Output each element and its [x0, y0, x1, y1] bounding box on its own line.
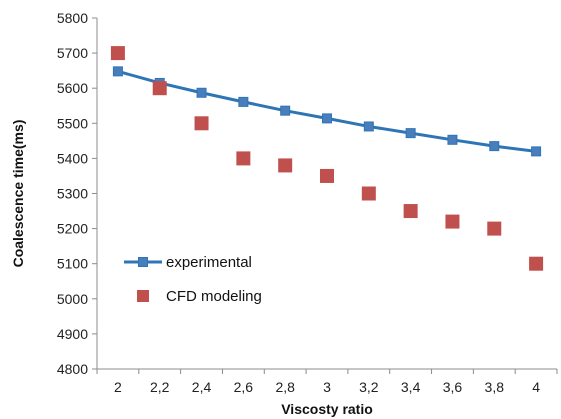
experimental-point — [489, 141, 500, 152]
experimental-point — [238, 96, 249, 107]
cfd-modeling-point — [361, 186, 376, 201]
experimental-point — [112, 66, 123, 77]
y-tick-label: 5500 — [57, 115, 88, 131]
x-tick-label: 2,4 — [192, 379, 212, 395]
y-tick-label: 5200 — [57, 221, 88, 237]
experimental-point — [447, 134, 458, 145]
legend-experimental-marker — [138, 257, 148, 267]
x-tick-label: 2 — [114, 379, 122, 395]
legend-cfd-label: CFD modeling — [166, 288, 262, 305]
y-tick-label: 4800 — [57, 361, 88, 377]
y-tick-label: 5400 — [57, 150, 88, 166]
cfd-modeling-point — [110, 46, 125, 61]
x-axis-title: Viscosty ratio — [281, 401, 373, 417]
experimental-point — [405, 128, 416, 139]
y-tick-label: 4900 — [57, 326, 88, 342]
cfd-modeling-point — [236, 151, 251, 166]
x-tick-label: 4 — [532, 379, 540, 395]
experimental-point — [280, 105, 291, 116]
x-tick-label: 3 — [323, 379, 331, 395]
y-tick-label: 5000 — [57, 291, 88, 307]
experimental-line — [117, 69, 537, 153]
ticks: 4800 4900 5000 5100 5200 5300 5400 5500 5600 5700… — [57, 10, 558, 395]
y-tick-label: 5300 — [57, 186, 88, 202]
x-tick-label: 3,4 — [401, 379, 421, 395]
y-axis-title: Coalescence time(ms) — [10, 120, 26, 268]
cfd-modeling-point — [487, 221, 502, 236]
cfd-modeling-point — [445, 214, 460, 229]
y-tick-label: 5100 — [57, 256, 88, 272]
axes — [96, 18, 557, 370]
x-tick-label: 3,6 — [443, 379, 463, 395]
series-layer — [110, 46, 544, 271]
x-tick-label: 2,8 — [275, 379, 295, 395]
x-tick-label: 2,2 — [150, 379, 170, 395]
experimental-point — [531, 146, 542, 157]
x-tick-label: 3,8 — [485, 379, 505, 395]
y-tick-label: 5800 — [57, 10, 88, 26]
cfd-modeling-point — [403, 204, 418, 219]
cfd-modeling-point — [529, 256, 544, 271]
legend: experimental CFD modeling — [124, 254, 262, 305]
legend-experimental-label: experimental — [166, 254, 252, 271]
experimental-point — [196, 87, 207, 98]
cfd-modeling-point — [194, 116, 209, 131]
experimental-point — [322, 113, 332, 124]
y-tick-label: 5700 — [57, 45, 88, 61]
y-tick-label: 5600 — [57, 80, 88, 96]
cfd-modeling-point — [320, 168, 334, 183]
x-tick-label: 3,2 — [359, 379, 379, 395]
x-tick-label: 2,6 — [234, 379, 254, 395]
cfd-modeling-point — [278, 158, 293, 173]
cfd-modeling-point — [152, 81, 167, 96]
legend-cfd-marker — [137, 290, 149, 302]
experimental-point — [363, 121, 374, 132]
